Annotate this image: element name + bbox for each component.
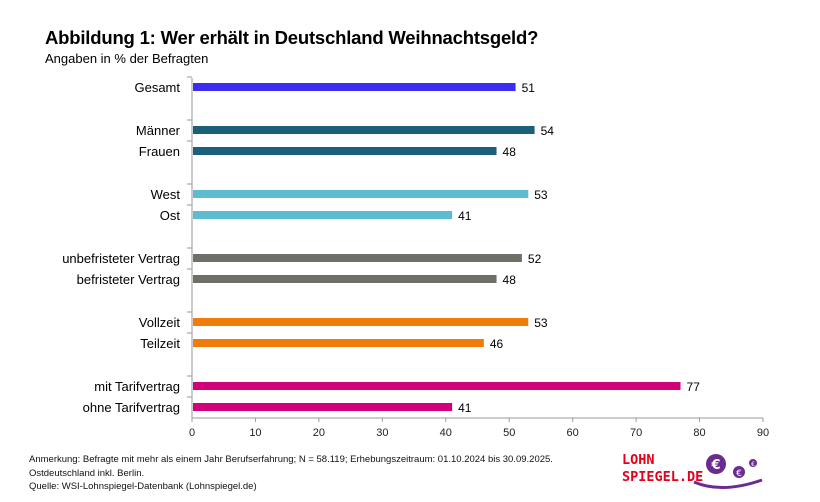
category-label: West bbox=[151, 187, 181, 202]
data-label: 48 bbox=[503, 273, 517, 287]
euro-coins-icon: € € € bbox=[693, 454, 763, 490]
category-label: Männer bbox=[136, 123, 181, 138]
bar bbox=[193, 318, 529, 326]
x-tick-label: 40 bbox=[440, 427, 452, 439]
data-label: 48 bbox=[503, 145, 517, 159]
svg-text:€: € bbox=[751, 461, 755, 468]
data-label: 53 bbox=[534, 188, 548, 202]
x-tick-label: 80 bbox=[693, 427, 705, 439]
category-label: befristeter Vertrag bbox=[77, 272, 180, 287]
bar bbox=[193, 254, 522, 262]
bar bbox=[193, 83, 516, 91]
x-tick-label: 20 bbox=[313, 427, 325, 439]
footnote: Anmerkung: Befragte mit mehr als einem J… bbox=[29, 453, 553, 494]
x-tick-label: 70 bbox=[630, 427, 642, 439]
bar bbox=[193, 339, 484, 347]
x-tick-label: 60 bbox=[567, 427, 579, 439]
logo-text: SPIEGEL.DE bbox=[622, 469, 704, 485]
category-label: ohne Tarifvertrag bbox=[83, 400, 180, 415]
category-label: Gesamt bbox=[134, 80, 180, 95]
logo-text: LOHN bbox=[622, 452, 655, 468]
data-label: 77 bbox=[687, 380, 701, 394]
data-label: 41 bbox=[458, 209, 472, 223]
category-label: Ost bbox=[160, 208, 181, 223]
category-label: unbefristeter Vertrag bbox=[62, 251, 180, 266]
svg-text:€: € bbox=[736, 469, 742, 479]
chart-subtitle: Angaben in % der Befragten bbox=[45, 51, 209, 66]
bar bbox=[193, 147, 497, 155]
category-label: mit Tarifvertrag bbox=[94, 379, 180, 394]
bar bbox=[193, 190, 529, 198]
data-label: 53 bbox=[534, 316, 548, 330]
bar bbox=[193, 211, 453, 219]
data-label: 54 bbox=[541, 124, 555, 138]
x-tick-label: 10 bbox=[249, 427, 261, 439]
footnote-source: Quelle: WSI-Lohnspiegel-Datenbank (Lohns… bbox=[29, 481, 257, 492]
bar bbox=[193, 403, 453, 411]
bar bbox=[193, 275, 497, 283]
category-label: Vollzeit bbox=[139, 315, 181, 330]
data-label: 52 bbox=[528, 252, 542, 266]
svg-text:€: € bbox=[710, 458, 720, 473]
category-label: Frauen bbox=[139, 144, 180, 159]
x-tick-label: 30 bbox=[376, 427, 388, 439]
category-label: Teilzeit bbox=[140, 336, 180, 351]
x-tick-label: 90 bbox=[757, 427, 769, 439]
footnote-line: Ostdeutschland inkl. Berlin. bbox=[29, 467, 145, 479]
bar bbox=[193, 382, 681, 390]
chart-title: Abbildung 1: Wer erhält in Deutschland W… bbox=[45, 27, 539, 48]
data-label: 41 bbox=[458, 401, 472, 415]
bar bbox=[193, 126, 535, 134]
data-label: 46 bbox=[490, 337, 504, 351]
x-tick-label: 0 bbox=[189, 427, 195, 439]
x-tick-label: 50 bbox=[503, 427, 515, 439]
data-label: 51 bbox=[522, 81, 536, 95]
footnote-line: Anmerkung: Befragte mit mehr als einem J… bbox=[29, 454, 553, 465]
